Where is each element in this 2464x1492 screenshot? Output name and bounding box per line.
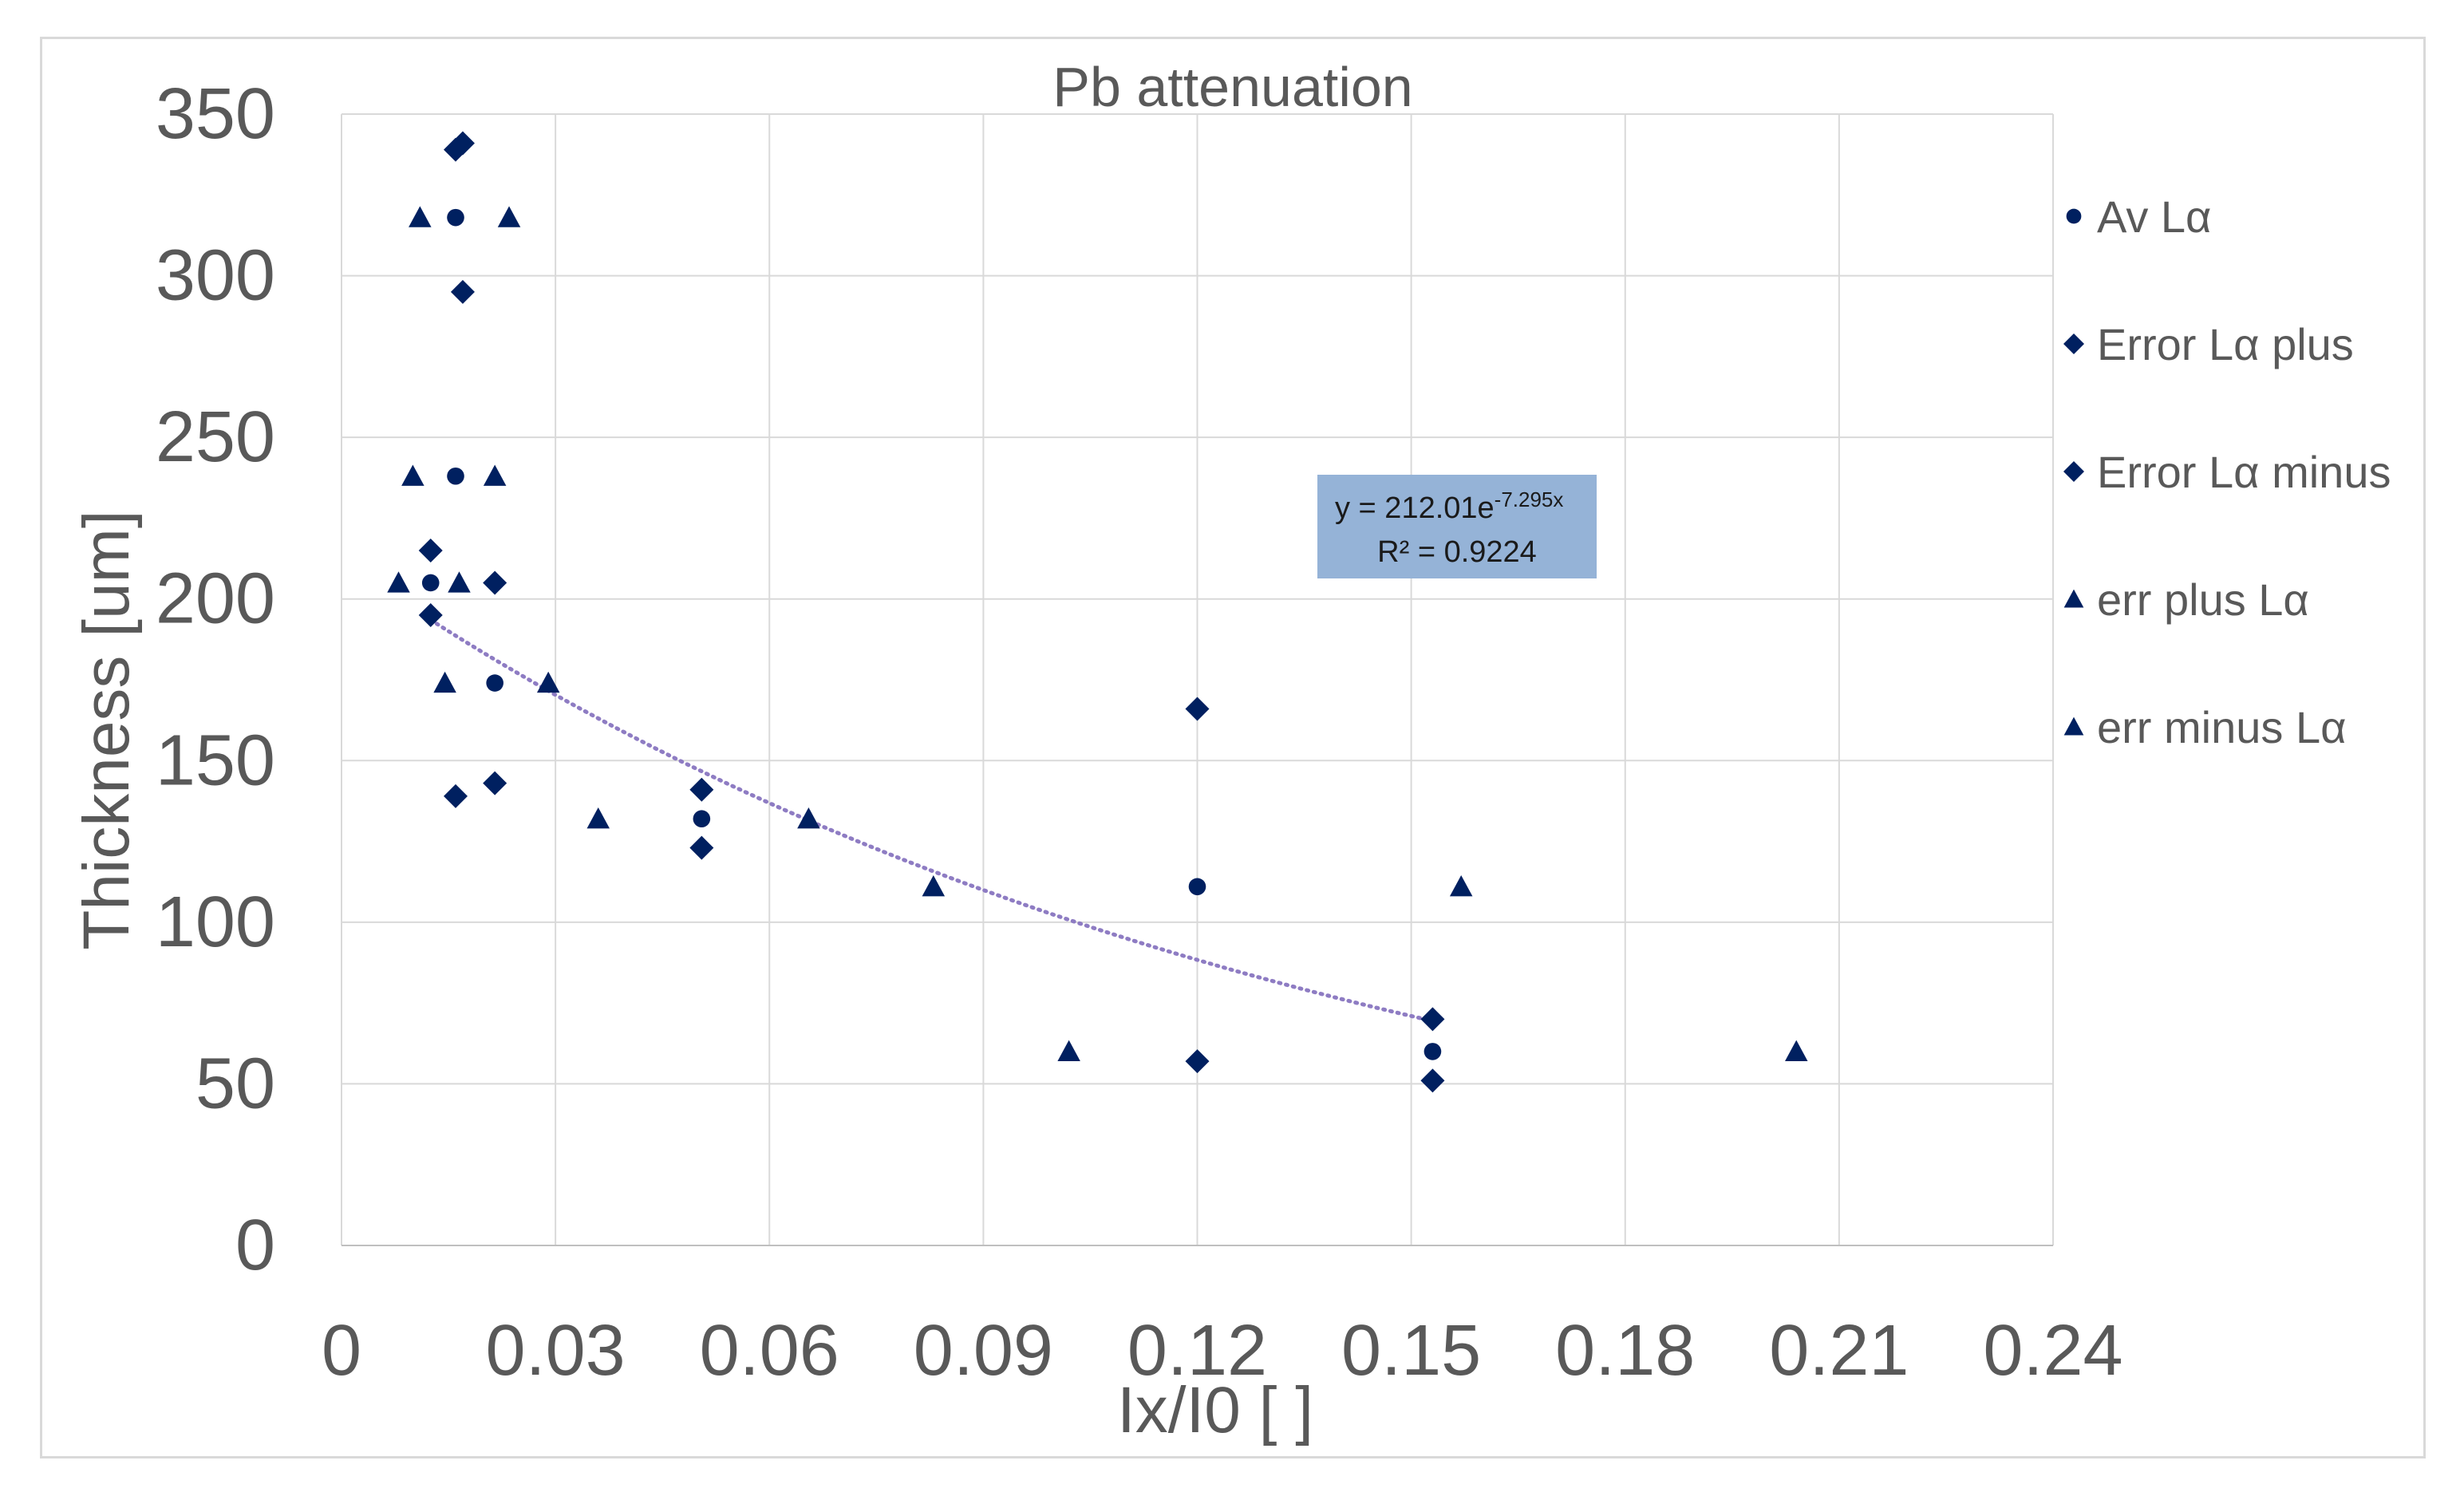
x-tick-label: 0.21 (1769, 1311, 1909, 1391)
y-tick-label: 150 (156, 720, 275, 800)
y-tick-label: 300 (156, 236, 275, 316)
data-point (797, 807, 820, 829)
scatter-chart: 0 0.03 0.06 0.09 0.12 0.15 0.18 0.21 0.24 0 50 100… (70, 56, 2391, 1447)
x-axis-label: Ix/I0 [ ] (1117, 1374, 1313, 1447)
legend: Av Lα Error Lα plus Error Lα minus err plus… (2063, 191, 2391, 752)
data-point (1785, 1040, 1808, 1062)
trendline-curve (428, 618, 1435, 1024)
data-point (483, 771, 507, 795)
data-point (1188, 878, 1206, 896)
legend-marker (2066, 208, 2082, 224)
equation-box (1317, 475, 1597, 578)
data-point (450, 279, 475, 304)
data-point (447, 208, 464, 227)
equation-text: y = 212.01e-7.295x (1335, 487, 1563, 525)
data-point (486, 674, 503, 692)
trendline-equation-label: y = 212.01e-7.295x R² = 0.9224 (1317, 475, 1597, 578)
data-point (1420, 1068, 1445, 1093)
data-point (483, 570, 507, 595)
data-point (586, 807, 610, 829)
data-point (1185, 1049, 1210, 1074)
data-point (1449, 875, 1473, 897)
data-point (444, 137, 468, 162)
y-tick-label: 50 (195, 1044, 275, 1123)
data-point (689, 835, 714, 860)
y-axis-label: Thickness [um] (70, 510, 143, 949)
data-point (483, 464, 507, 486)
data-point (689, 777, 714, 802)
data-point (433, 671, 456, 693)
y-tick-label: 350 (156, 74, 275, 154)
legend-marker (2063, 334, 2084, 354)
x-tick-labels: 0 0.03 0.06 0.09 0.12 0.15 0.18 0.21 0.24 (322, 1311, 2123, 1391)
gridlines (341, 113, 2054, 1246)
data-point (387, 571, 410, 593)
x-tick-label: 0.12 (1127, 1311, 1267, 1391)
x-tick-label: 0.18 (1555, 1311, 1695, 1391)
legend-label: err plus Lα (2097, 574, 2309, 625)
data-point (418, 538, 443, 562)
y-tick-label: 100 (156, 882, 275, 962)
legend-marker (2063, 716, 2084, 736)
data-point (447, 467, 464, 485)
data-point (444, 783, 468, 808)
data-point (421, 574, 440, 592)
x-tick-label: 0 (322, 1311, 361, 1391)
data-point (693, 810, 711, 828)
y-tick-label: 250 (156, 397, 275, 477)
y-tick-label: 200 (156, 559, 275, 639)
chart-title: Pb attenuation (1052, 56, 1412, 118)
data-point (497, 206, 521, 227)
legend-label: err minus Lα (2097, 702, 2346, 752)
x-tick-label: 0.09 (914, 1311, 1053, 1391)
chart-frame: 0 0.03 0.06 0.09 0.12 0.15 0.18 0.21 0.24 0 50 100… (40, 37, 2426, 1458)
data-point (418, 602, 443, 627)
legend-marker (2063, 589, 2084, 608)
x-tick-label: 0.15 (1341, 1311, 1481, 1391)
data-point (1420, 1007, 1445, 1032)
legend-label: Av Lα (2097, 191, 2211, 242)
legend-label: Error Lα minus (2097, 447, 2391, 497)
legend-label: Error Lα plus (2097, 319, 2354, 369)
data-point (401, 464, 424, 486)
x-tick-label: 0.24 (1983, 1311, 2122, 1391)
r-squared-text: R² = 0.9224 (1377, 535, 1537, 569)
data-point (922, 875, 946, 897)
x-tick-label: 0.06 (700, 1311, 839, 1391)
data-points (387, 131, 1808, 1093)
data-point (409, 206, 432, 227)
data-point (1185, 697, 1210, 721)
y-tick-labels: 0 50 100 150 200 250 300 350 (156, 74, 275, 1285)
trendline (428, 618, 1435, 1024)
data-point (536, 671, 560, 693)
data-point (448, 571, 471, 593)
data-point (1424, 1043, 1442, 1060)
legend-marker (2063, 461, 2084, 482)
y-tick-label: 0 (235, 1206, 275, 1285)
x-tick-label: 0.03 (486, 1311, 626, 1391)
data-point (1057, 1040, 1080, 1062)
